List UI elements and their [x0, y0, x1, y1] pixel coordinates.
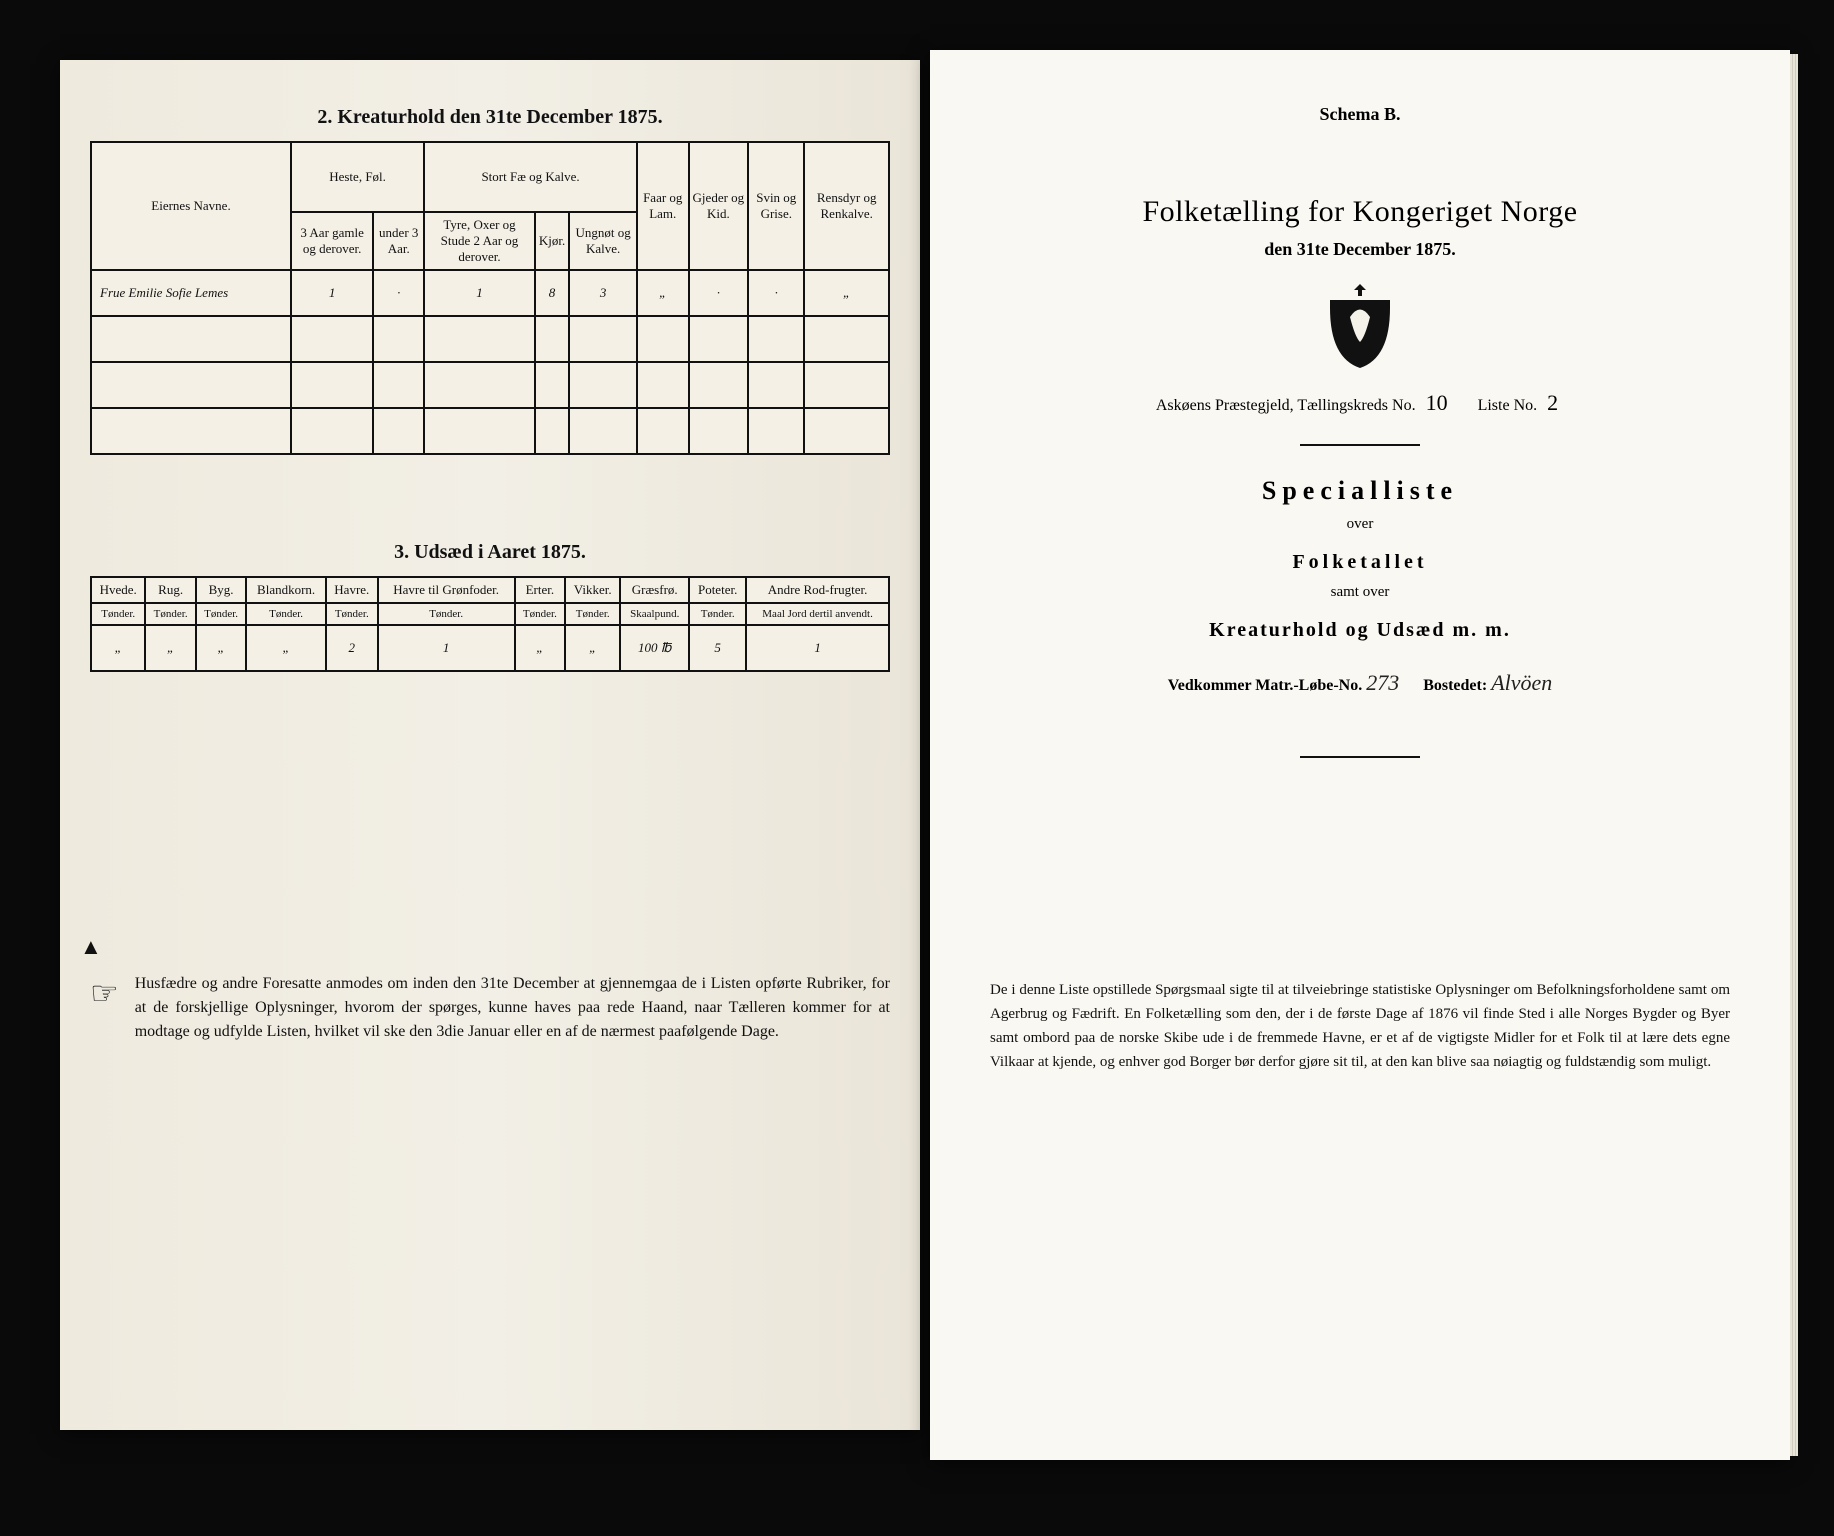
- u: Tønder.: [515, 603, 565, 625]
- u: Tønder.: [378, 603, 515, 625]
- right-page: Schema B. Folketælling for Kongeriget No…: [930, 50, 1790, 1460]
- cell: „: [196, 625, 246, 671]
- table-row: [91, 408, 889, 454]
- u: Tønder.: [689, 603, 746, 625]
- cell: „: [515, 625, 565, 671]
- h: Rug.: [145, 577, 195, 603]
- col-svin: Svin og Grise.: [748, 142, 804, 270]
- col-owner: Eiernes Navne.: [91, 142, 291, 270]
- cell: 100 ℔: [620, 625, 689, 671]
- bosted-fill: Alvöen: [1491, 670, 1552, 695]
- h: Havre til Grønfoder.: [378, 577, 515, 603]
- sub-h1: 3 Aar gamle og derover.: [291, 212, 373, 270]
- footnote-block: ☞ Husfædre og andre Foresatte anmodes om…: [90, 972, 890, 1044]
- col-gjeder: Gjeder og Kid.: [689, 142, 749, 270]
- sub-s2: Kjør.: [535, 212, 569, 270]
- section3-title: 3. Udsæd i Aaret 1875.: [90, 541, 890, 564]
- cell: 3: [569, 270, 637, 316]
- schema-label: Schema B.: [990, 104, 1730, 125]
- intro-paragraph: De i denne Liste opstillede Spørgsmaal s…: [990, 978, 1730, 1074]
- cell: 8: [535, 270, 569, 316]
- h: Hvede.: [91, 577, 145, 603]
- cell: „: [91, 625, 145, 671]
- kreatur-title: Kreaturhold og Udsæd m. m.: [990, 619, 1730, 642]
- livestock-table: Eiernes Navne. Heste, Føl. Stort Fæ og K…: [90, 141, 890, 455]
- u: Tønder.: [326, 603, 378, 625]
- h: Græsfrø.: [620, 577, 689, 603]
- cell: 1: [746, 625, 889, 671]
- page-stack-edge: [1790, 54, 1798, 1456]
- specialliste-title: Specialliste: [990, 476, 1730, 506]
- table-row: [91, 362, 889, 408]
- cell: 1: [378, 625, 515, 671]
- divider: [1300, 756, 1420, 758]
- matr-label-a: Vedkommer Matr.-Løbe-No.: [1168, 677, 1363, 694]
- h: Byg.: [196, 577, 246, 603]
- u: Tønder.: [91, 603, 145, 625]
- cell: „: [637, 270, 689, 316]
- matr-fill: 273: [1366, 670, 1399, 695]
- main-title: Folketælling for Kongeriget Norge: [990, 195, 1730, 229]
- sub-date: den 31te December 1875.: [990, 239, 1730, 260]
- h: Blandkorn.: [246, 577, 326, 603]
- owner-name: Frue Emilie Sofie Lemes: [91, 270, 291, 316]
- cell: ·: [689, 270, 749, 316]
- u: Tønder.: [196, 603, 246, 625]
- h: Poteter.: [689, 577, 746, 603]
- u: Skaalpund.: [620, 603, 689, 625]
- matr-label-b: Bostedet:: [1423, 677, 1487, 694]
- samt-label: samt over: [990, 584, 1730, 601]
- parish-fill-b: 2: [1541, 390, 1564, 415]
- parish-label-b: Liste No.: [1478, 397, 1538, 414]
- divider: [1300, 444, 1420, 446]
- seed-table: Hvede. Rug. Byg. Blandkorn. Havre. Havre…: [90, 576, 890, 672]
- h: Andre Rod-frugter.: [746, 577, 889, 603]
- u: Tønder.: [565, 603, 620, 625]
- cell: „: [565, 625, 620, 671]
- grp-heste: Heste, Føl.: [291, 142, 424, 212]
- parish-line: Askøens Præstegjeld, Tællingskreds No. 1…: [990, 390, 1730, 416]
- table-row: „ „ „ „ 2 1 „ „ 100 ℔ 5 1: [91, 625, 889, 671]
- cell: „: [804, 270, 889, 316]
- marker-icon: ▲: [80, 934, 102, 960]
- cell: ·: [748, 270, 804, 316]
- sub-h2: under 3 Aar.: [373, 212, 424, 270]
- col-faar: Faar og Lam.: [637, 142, 689, 270]
- table-row: Frue Emilie Sofie Lemes 1 · 1 8 3 „ · · …: [91, 270, 889, 316]
- section2-title: 2. Kreaturhold den 31te December 1875.: [90, 106, 890, 129]
- u: Tønder.: [145, 603, 195, 625]
- parish-label-a: Askøens Præstegjeld, Tællingskreds No.: [1156, 397, 1416, 414]
- cell: 5: [689, 625, 746, 671]
- over-label: over: [990, 516, 1730, 533]
- sub-s3: Ungnøt og Kalve.: [569, 212, 637, 270]
- u: Tønder.: [246, 603, 326, 625]
- cell: „: [246, 625, 326, 671]
- cell: ·: [373, 270, 424, 316]
- folketallet-title: Folketallet: [990, 551, 1730, 574]
- h: Vikker.: [565, 577, 620, 603]
- cell: „: [145, 625, 195, 671]
- u: Maal Jord dertil anvendt.: [746, 603, 889, 625]
- matr-line: Vedkommer Matr.-Løbe-No. 273 Bostedet: A…: [990, 670, 1730, 696]
- h: Erter.: [515, 577, 565, 603]
- manicule-icon: ☞: [90, 974, 119, 1044]
- parish-fill-a: 10: [1420, 390, 1454, 415]
- cell: 2: [326, 625, 378, 671]
- col-rens: Rensdyr og Renkalve.: [804, 142, 889, 270]
- table-row: [91, 316, 889, 362]
- cell: 1: [424, 270, 535, 316]
- left-page: 2. Kreaturhold den 31te December 1875. E…: [60, 60, 920, 1430]
- cell: 1: [291, 270, 373, 316]
- h: Havre.: [326, 577, 378, 603]
- footnote-text: Husfædre og andre Foresatte anmodes om i…: [135, 972, 890, 1044]
- sub-s1: Tyre, Oxer og Stude 2 Aar og derover.: [424, 212, 535, 270]
- grp-stort: Stort Fæ og Kalve.: [424, 142, 637, 212]
- coat-of-arms-icon: [1320, 282, 1400, 372]
